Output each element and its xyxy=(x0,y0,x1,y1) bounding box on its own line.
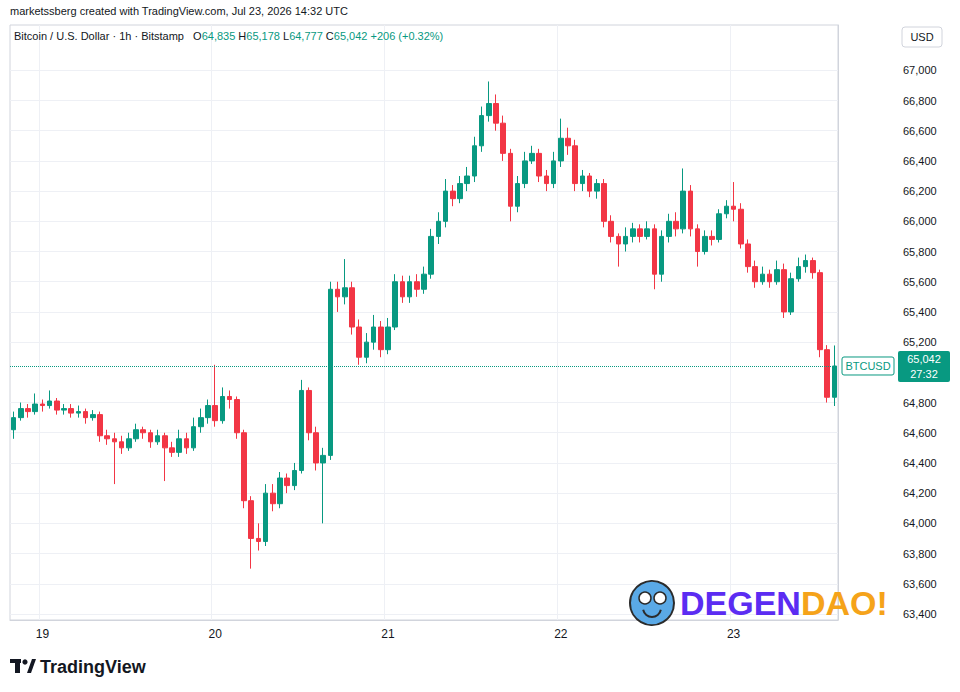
svg-text:BTCUSD: BTCUSD xyxy=(845,360,890,372)
svg-text:USD: USD xyxy=(910,31,933,43)
svg-text:65,178: 65,178 xyxy=(246,30,280,42)
svg-text:DEGEN: DEGEN xyxy=(680,584,801,622)
svg-text:64,600: 64,600 xyxy=(903,427,937,439)
svg-text:L: L xyxy=(283,30,290,42)
svg-text:64,777: 64,777 xyxy=(289,30,323,42)
svg-text:marketssberg created with Trad: marketssberg created with TradingView.co… xyxy=(10,5,348,17)
svg-text:63,400: 63,400 xyxy=(903,608,937,620)
svg-text:66,000: 66,000 xyxy=(903,215,937,227)
svg-text:65,400: 65,400 xyxy=(903,306,937,318)
svg-text:+206 (+0.32%): +206 (+0.32%) xyxy=(370,30,443,42)
svg-text:63,800: 63,800 xyxy=(903,548,937,560)
svg-text:64,400: 64,400 xyxy=(903,457,937,469)
svg-text:21: 21 xyxy=(381,627,395,641)
svg-text:65,600: 65,600 xyxy=(903,276,937,288)
svg-text:65,200: 65,200 xyxy=(903,336,937,348)
svg-text:64,835: 64,835 xyxy=(202,30,236,42)
svg-text:20: 20 xyxy=(209,627,223,641)
svg-text:66,200: 66,200 xyxy=(903,185,937,197)
svg-text:H: H xyxy=(238,30,246,42)
svg-text:Bitcoin / U.S. Dollar · 1h · B: Bitcoin / U.S. Dollar · 1h · Bitstamp xyxy=(14,30,184,42)
svg-text:65,042: 65,042 xyxy=(907,353,941,365)
svg-text:19: 19 xyxy=(36,627,50,641)
svg-text:27:32: 27:32 xyxy=(910,368,938,380)
svg-text:O: O xyxy=(193,30,202,42)
svg-text:65,800: 65,800 xyxy=(903,246,937,258)
svg-text:DAO!: DAO! xyxy=(801,584,888,622)
svg-text:66,600: 66,600 xyxy=(903,125,937,137)
svg-text:TradingView: TradingView xyxy=(40,657,147,677)
svg-text:23: 23 xyxy=(727,627,741,641)
svg-text:64,200: 64,200 xyxy=(903,487,937,499)
svg-text:65,042: 65,042 xyxy=(334,30,368,42)
svg-text:C: C xyxy=(326,30,334,42)
svg-text:64,000: 64,000 xyxy=(903,517,937,529)
svg-text:64,800: 64,800 xyxy=(903,397,937,409)
svg-text:66,800: 66,800 xyxy=(903,95,937,107)
svg-text:67,000: 67,000 xyxy=(903,64,937,76)
svg-text:66,400: 66,400 xyxy=(903,155,937,167)
svg-text:63,600: 63,600 xyxy=(903,578,937,590)
svg-text:22: 22 xyxy=(554,627,568,641)
